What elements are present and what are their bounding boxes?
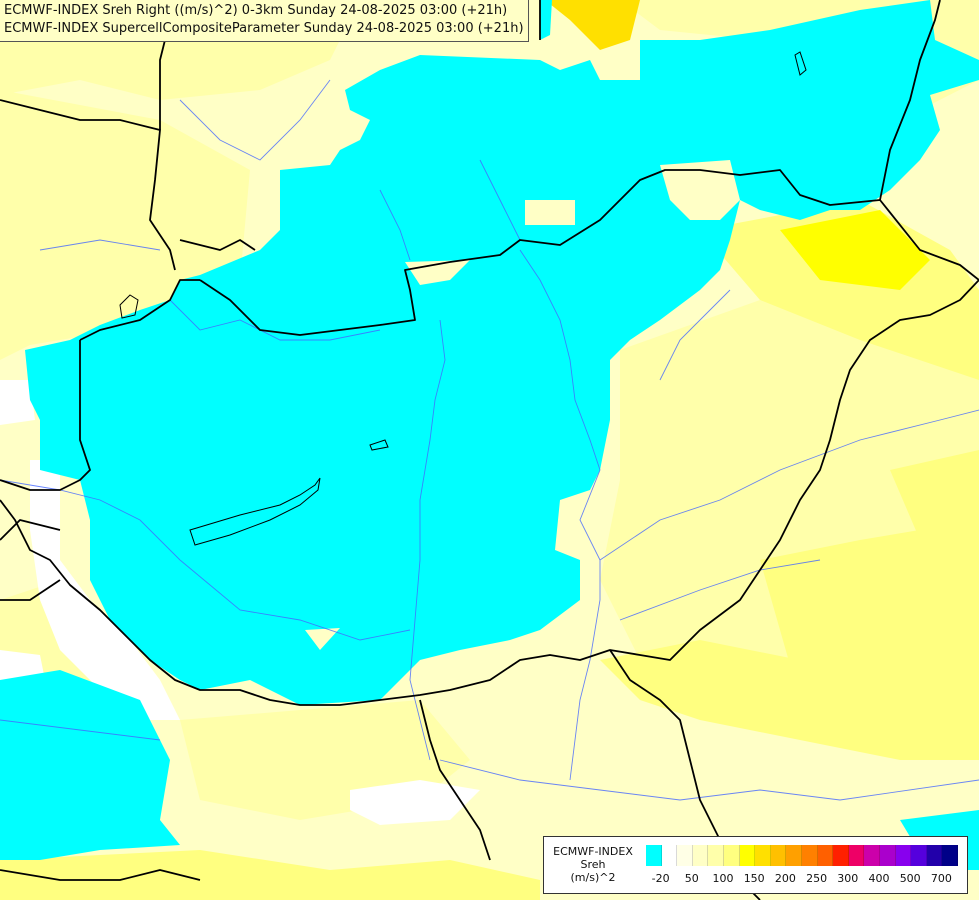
rivers [0, 79, 979, 801]
legend-swatch [677, 845, 693, 866]
legend-swatch [879, 845, 896, 866]
legend-swatch [770, 845, 787, 866]
legend-tick-label: 100 [712, 872, 734, 885]
legend-tick-label: 50 [684, 872, 699, 885]
legend-tick-label: 150 [743, 872, 765, 885]
legend-tick-label: 250 [806, 872, 828, 885]
legend-swatch [739, 845, 756, 866]
legend-swatch [833, 845, 849, 866]
legend-ticks: -20 50 100 150 200 250 300 400 500 700 [646, 872, 966, 886]
legend-swatch [817, 845, 834, 866]
legend-swatch [786, 845, 802, 866]
legend-swatch [801, 845, 818, 866]
legend-swatch [864, 845, 880, 866]
legend-swatch [646, 845, 662, 866]
legend-swatch [911, 845, 927, 866]
lakes [119, 51, 807, 546]
legend-swatch [708, 845, 724, 866]
legend-tick-label: 300 [837, 872, 859, 885]
legend-swatch [692, 845, 709, 866]
legend-swatch [926, 845, 943, 866]
legend-tick-label: 400 [868, 872, 890, 885]
legend-swatch [755, 845, 771, 866]
legend-swatch [723, 845, 740, 866]
map-title-line-2: ECMWF-INDEX SupercellCompositeParameter … [4, 21, 524, 36]
sreh-cyan-areas [0, 0, 979, 870]
sreh-white-areas [0, 380, 480, 825]
legend-swatch [661, 845, 678, 866]
legend-label-line-3: (m/s)^2 [570, 871, 616, 884]
legend-swatch [848, 845, 865, 866]
map-title-line-1: ECMWF-INDEX Sreh Right ((m/s)^2) 0-3km S… [4, 3, 508, 18]
legend-swatch [942, 845, 958, 866]
legend-tick-label: 200 [774, 872, 796, 885]
legend-swatch [895, 845, 912, 866]
legend-tick-label: 500 [899, 872, 921, 885]
legend-label-line-1: ECMWF-INDEX [553, 845, 633, 858]
color-legend: ECMWF-INDEX Sreh (m/s)^2 -20 50 100 150 200 2… [543, 836, 968, 894]
legend-label: ECMWF-INDEX Sreh (m/s)^2 [544, 845, 642, 884]
legend-label-line-2: Sreh [580, 858, 606, 871]
map-title-box: ECMWF-INDEX Sreh Right ((m/s)^2) 0-3km S… [0, 0, 529, 42]
legend-tick-label: 700 [930, 872, 952, 885]
legend-color-bar [646, 845, 958, 866]
legend-tick-label: -20 [651, 872, 670, 885]
